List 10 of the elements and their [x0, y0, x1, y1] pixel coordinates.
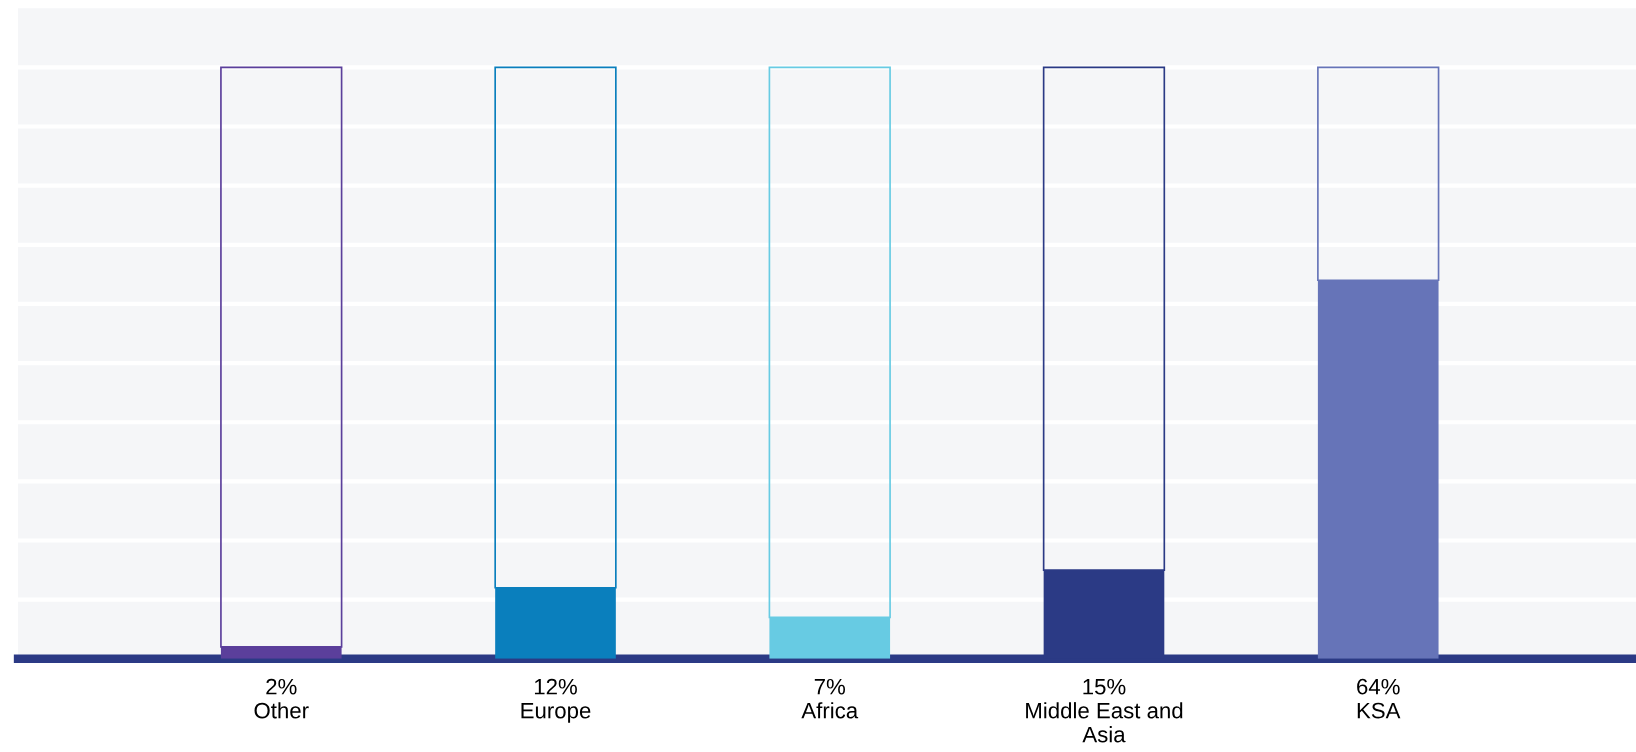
data-label: 15%	[1083, 678, 1126, 695]
data-label: 7%	[814, 678, 846, 695]
x-tick-label: Other	[254, 702, 309, 719]
x-tick-label: Africa	[801, 702, 859, 719]
x-tick-label: Europe	[521, 702, 591, 723]
data-label: 64%	[1357, 678, 1400, 695]
x-tick-label: KSA	[1357, 702, 1401, 719]
x-tick-label: Middle East and Asia	[1026, 702, 1183, 743]
data-label: 2%	[266, 678, 297, 695]
data-label: 12%	[534, 678, 577, 695]
